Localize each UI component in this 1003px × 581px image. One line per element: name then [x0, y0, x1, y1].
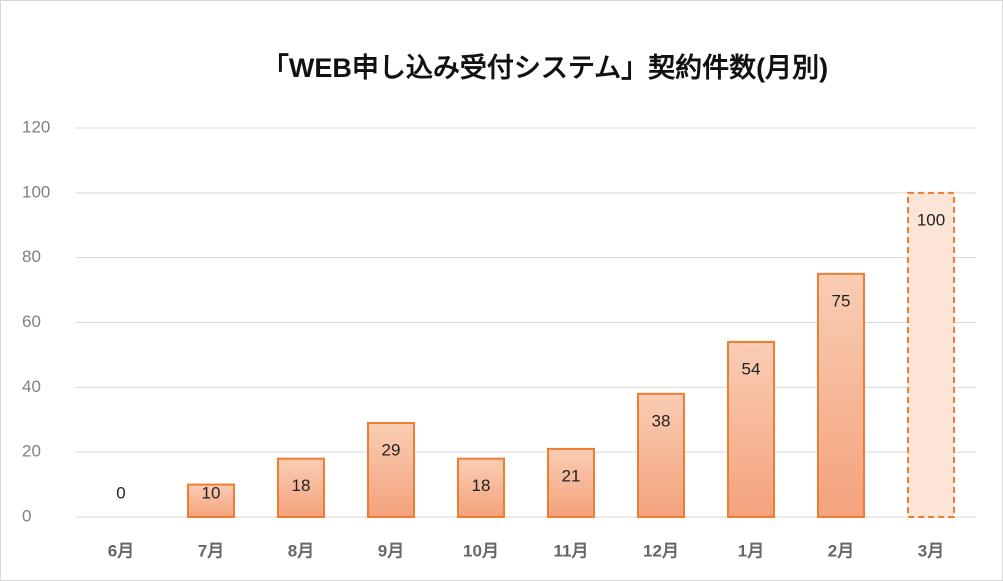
- x-tick-label: 10月: [463, 541, 499, 560]
- y-tick-label: 80: [22, 247, 41, 266]
- x-tick-label: 9月: [378, 541, 404, 560]
- bar: [547, 447, 595, 518]
- bar: [727, 340, 775, 519]
- data-label: 75: [832, 291, 851, 310]
- x-tick-label: 7月: [198, 541, 224, 560]
- data-label: 29: [382, 440, 401, 459]
- data-label: 18: [292, 476, 311, 495]
- x-tick-label: 2月: [828, 541, 854, 560]
- y-tick-label: 40: [22, 377, 41, 396]
- bar: [817, 272, 865, 518]
- x-tick-label: 11月: [554, 541, 589, 560]
- data-label: 0: [116, 483, 125, 502]
- y-tick-label: 120: [22, 117, 50, 136]
- x-tick-label: 3月: [918, 541, 944, 560]
- data-label: 100: [917, 210, 945, 229]
- data-label: 10: [202, 483, 221, 502]
- bar: [907, 191, 955, 518]
- data-label: 38: [652, 411, 671, 430]
- data-label: 54: [742, 359, 761, 378]
- y-tick-label: 100: [22, 182, 50, 201]
- y-tick-label: 0: [22, 506, 31, 525]
- x-tick-label: 12月: [643, 541, 679, 560]
- data-label: 21: [562, 466, 581, 485]
- bar: [457, 457, 505, 518]
- x-tick-label: 8月: [288, 541, 314, 560]
- data-label: 18: [472, 476, 491, 495]
- bar: [277, 457, 325, 518]
- y-tick-label: 20: [22, 442, 41, 461]
- y-tick-label: 60: [22, 312, 41, 331]
- bar: [187, 483, 235, 519]
- x-tick-label: 6月: [108, 541, 134, 560]
- x-tick-label: 1月: [738, 541, 764, 560]
- bar: [367, 421, 415, 518]
- chart-title: 「WEB申し込み受付システム」契約件数(月別): [262, 52, 828, 83]
- bar: [637, 392, 685, 519]
